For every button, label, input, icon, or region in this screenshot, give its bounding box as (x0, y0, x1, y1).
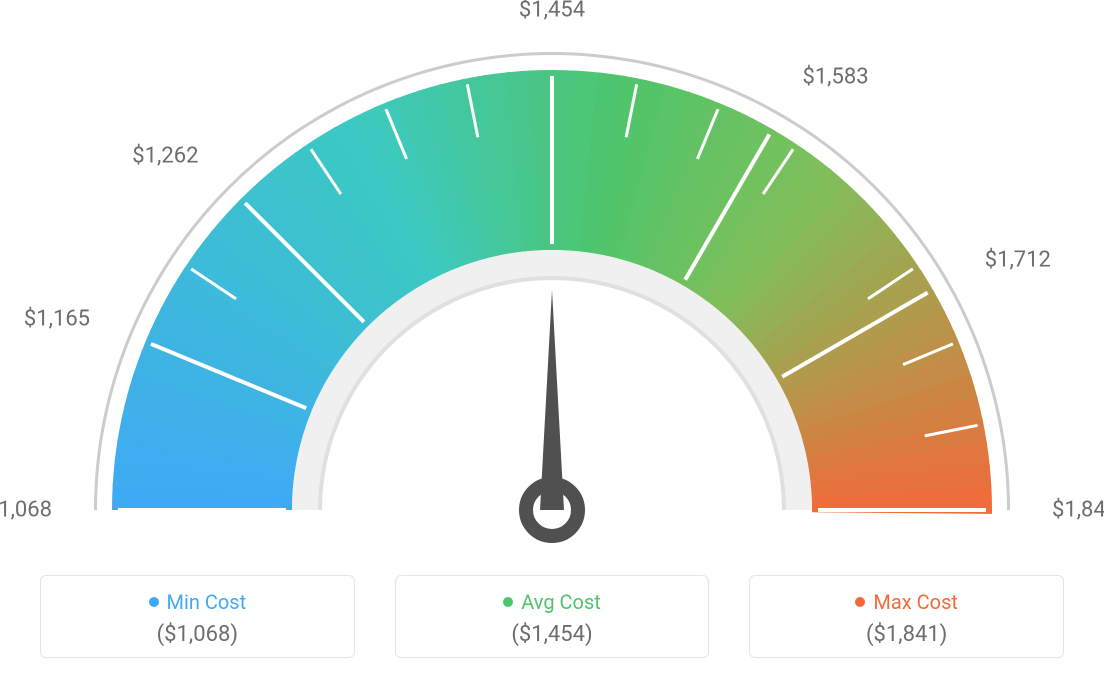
gauge-tick-label: $1,841 (1052, 498, 1104, 523)
legend-max-card: Max Cost ($1,841) (749, 575, 1064, 658)
legend-avg-dot (503, 597, 513, 607)
legend-min-card: Min Cost ($1,068) (40, 575, 355, 658)
gauge-tick-label: $1,712 (985, 247, 1051, 272)
gauge-tick-label: $1,454 (519, 0, 585, 23)
legend-max-value: ($1,841) (760, 622, 1053, 647)
legend-avg-label: Avg Cost (521, 590, 601, 614)
gauge-tick-label: $1,165 (24, 306, 90, 331)
legend-max-dot (855, 597, 865, 607)
gauge-tick-label: $1,262 (132, 144, 198, 169)
gauge-svg (0, 0, 1104, 560)
gauge-tick-label: $1,583 (802, 65, 868, 90)
legend-avg-card: Avg Cost ($1,454) (395, 575, 710, 658)
legend-min-label: Min Cost (167, 590, 247, 614)
legend-row: Min Cost ($1,068) Avg Cost ($1,454) Max … (0, 575, 1104, 658)
legend-max-label: Max Cost (873, 590, 958, 614)
legend-avg-value: ($1,454) (406, 622, 699, 647)
legend-min-dot (149, 597, 159, 607)
cost-gauge: $1,068 $1,165 $1,262 $1,454 $1,583 $1,712 $1,8… (0, 0, 1104, 560)
legend-min-value: ($1,068) (51, 622, 344, 647)
gauge-tick-label: $1,068 (0, 498, 52, 523)
